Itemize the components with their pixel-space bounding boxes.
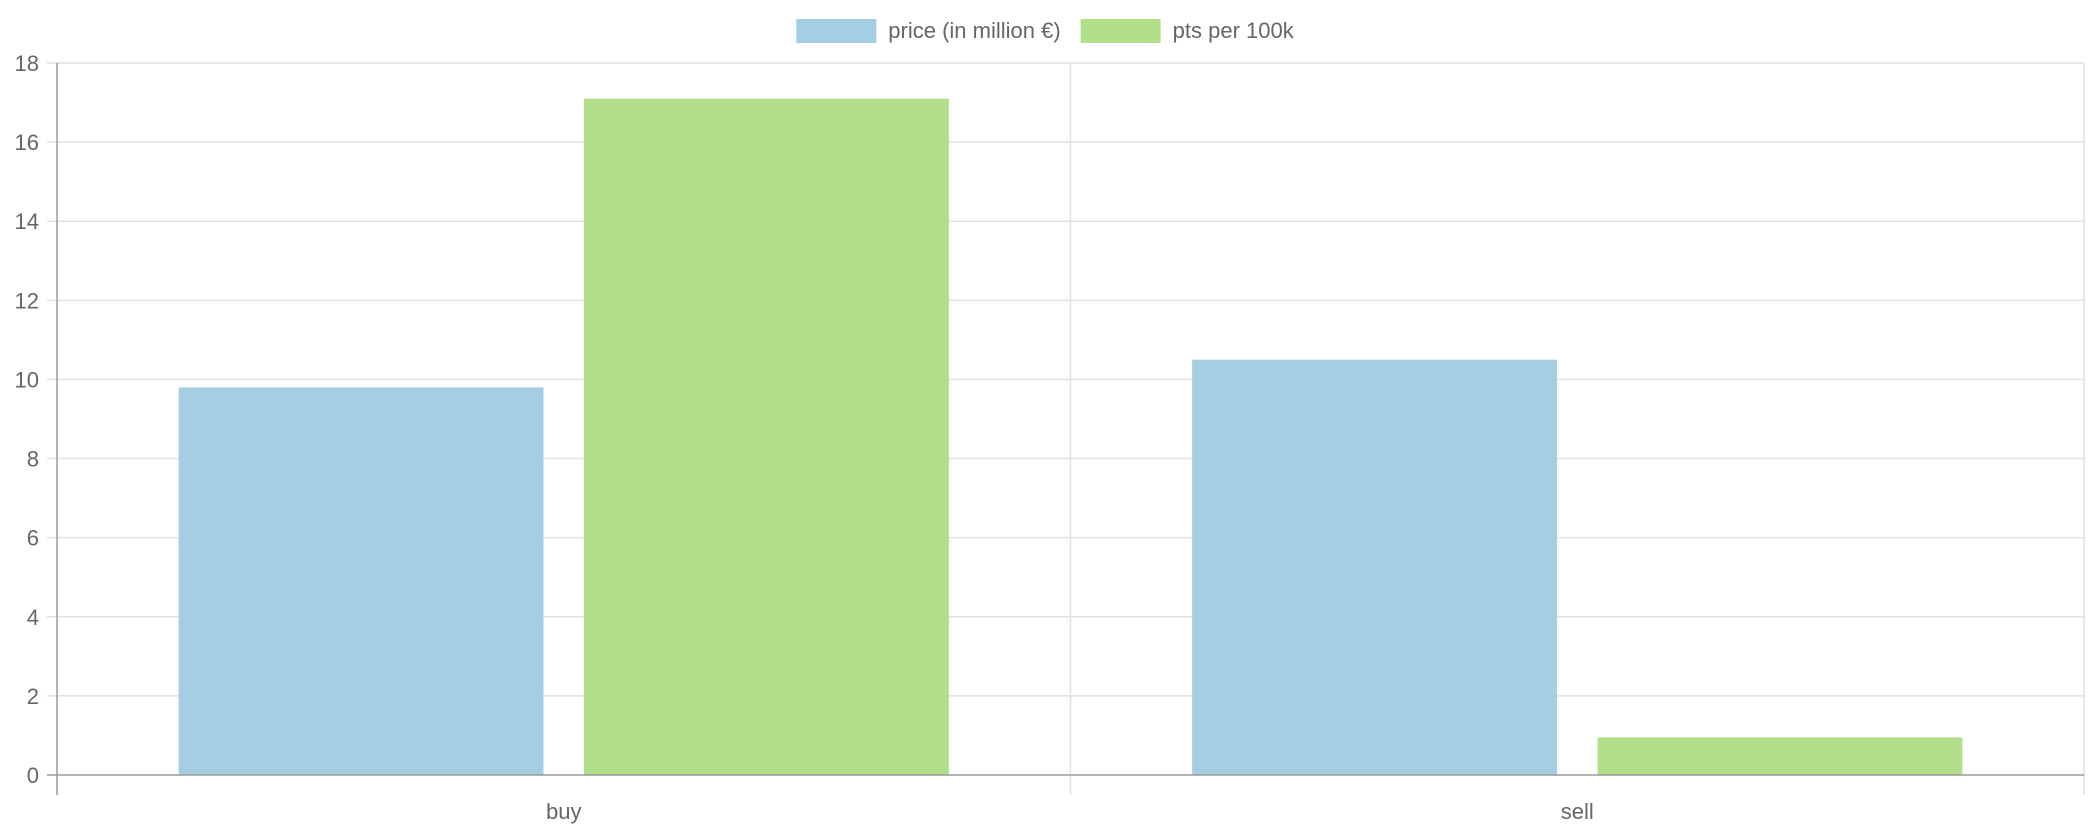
x-tick-label: buy [546, 799, 581, 824]
y-tick-label: 0 [27, 763, 39, 788]
bar-buy-series-1 [584, 98, 949, 776]
legend-label: pts per 100k [1173, 18, 1295, 43]
y-tick-label: 18 [15, 51, 39, 76]
legend-swatch [796, 19, 877, 43]
y-tick-label: 8 [27, 447, 39, 472]
y-tick-label: 2 [27, 684, 39, 709]
bar-sell-series-0 [1192, 359, 1557, 775]
y-tick-label: 16 [15, 130, 39, 155]
legend-label: price (in million €) [888, 18, 1060, 43]
y-tick-label: 6 [27, 526, 39, 551]
legend-item-1: pts per 100k [1080, 18, 1295, 43]
legend-item-0: price (in million €) [796, 18, 1061, 43]
y-tick-label: 12 [15, 288, 39, 313]
bar-sell-series-1 [1597, 737, 1963, 775]
y-tick-label: 10 [15, 367, 39, 392]
y-tick-label: 4 [27, 605, 39, 630]
bar-buy-series-0 [178, 387, 544, 775]
y-tick-label: 14 [15, 209, 39, 234]
legend-swatch [1080, 19, 1161, 43]
legend: price (in million €) pts per 100k [796, 18, 1295, 43]
bars [178, 98, 1963, 776]
axes: 0 2 4 6 8 10 12 14 16 18 buy sell [15, 51, 2084, 824]
x-tick-label: sell [1561, 799, 1594, 824]
